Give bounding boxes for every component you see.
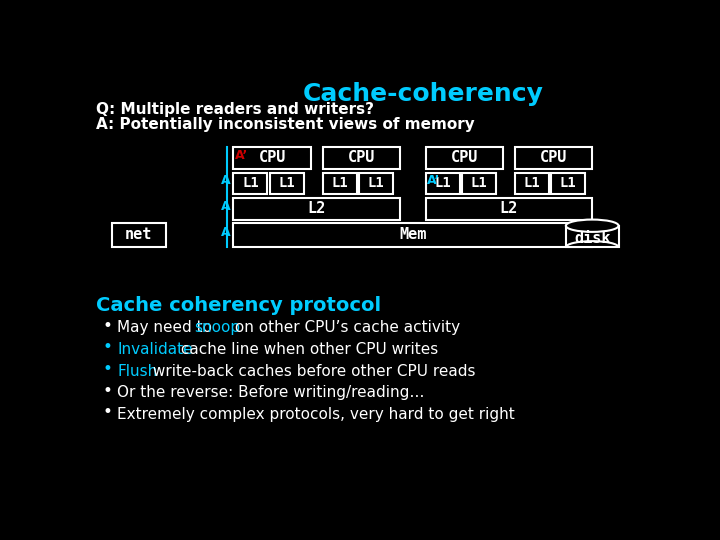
Text: A’: A’ — [235, 148, 248, 162]
Text: write-back caches before other CPU reads: write-back caches before other CPU reads — [148, 363, 476, 379]
Text: L1: L1 — [242, 177, 258, 191]
Bar — [233, 147, 311, 168]
Text: Q: Multiple readers and writers?: Q: Multiple readers and writers? — [96, 102, 374, 117]
Text: on other CPU’s cache activity: on other CPU’s cache activity — [230, 320, 460, 335]
Bar — [233, 173, 267, 194]
Bar — [426, 173, 459, 194]
Text: Cache coherency protocol: Cache coherency protocol — [96, 296, 382, 315]
Bar — [566, 226, 618, 247]
Text: •: • — [102, 339, 112, 356]
Text: snoop: snoop — [194, 320, 240, 335]
Text: A: A — [222, 200, 231, 213]
Bar — [233, 224, 593, 247]
Bar — [323, 173, 356, 194]
Text: L1: L1 — [279, 177, 295, 191]
Text: A: A — [222, 174, 231, 187]
Bar — [112, 224, 166, 247]
Bar — [515, 173, 549, 194]
Text: May need to: May need to — [117, 320, 217, 335]
Bar — [426, 198, 593, 220]
Bar — [359, 173, 393, 194]
Text: Or the reverse: Before writing/reading…: Or the reverse: Before writing/reading… — [117, 385, 425, 400]
Text: A’: A’ — [427, 174, 441, 187]
Text: Cache-coherency: Cache-coherency — [303, 82, 544, 106]
Bar — [323, 147, 400, 168]
Text: L1: L1 — [368, 177, 384, 191]
Text: Flush: Flush — [117, 363, 158, 379]
Text: L2: L2 — [500, 201, 518, 217]
Bar — [270, 173, 304, 194]
Text: L1: L1 — [560, 177, 577, 191]
Text: L1: L1 — [331, 177, 348, 191]
Text: cache line when other CPU writes: cache line when other CPU writes — [176, 342, 438, 357]
Text: •: • — [102, 403, 112, 421]
Text: L1: L1 — [471, 177, 487, 191]
Bar — [426, 147, 503, 168]
Text: •: • — [102, 360, 112, 378]
Text: Mem: Mem — [399, 227, 426, 242]
Text: disk: disk — [574, 231, 611, 246]
Text: Extremely complex protocols, very hard to get right: Extremely complex protocols, very hard t… — [117, 407, 515, 422]
Bar — [462, 173, 496, 194]
Text: CPU: CPU — [348, 151, 375, 165]
Text: CPU: CPU — [258, 151, 286, 165]
Text: A: Potentially inconsistent views of memory: A: Potentially inconsistent views of mem… — [96, 117, 475, 132]
Text: •: • — [102, 317, 112, 335]
Text: CPU: CPU — [451, 151, 478, 165]
Text: CPU: CPU — [540, 151, 567, 165]
Text: A: A — [222, 226, 231, 240]
Ellipse shape — [566, 220, 618, 232]
Text: L1: L1 — [434, 177, 451, 191]
Text: L1: L1 — [523, 177, 540, 191]
Bar — [551, 173, 585, 194]
Bar — [233, 198, 400, 220]
Text: •: • — [102, 381, 112, 400]
Text: L2: L2 — [307, 201, 326, 217]
Text: net: net — [125, 227, 153, 242]
Text: Invalidate: Invalidate — [117, 342, 193, 357]
Bar — [515, 147, 593, 168]
